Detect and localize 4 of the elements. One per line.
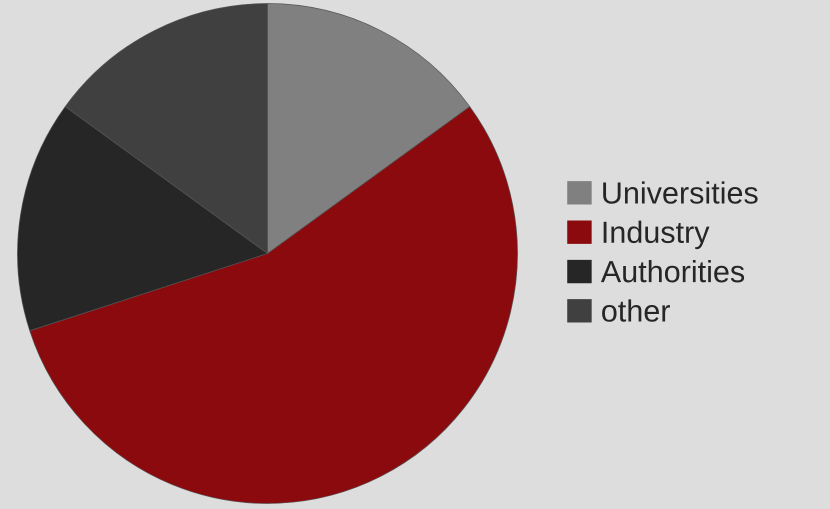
legend-label: Industry bbox=[604, 220, 710, 250]
legend-label: other bbox=[602, 299, 670, 322]
legend-label: Universities bbox=[603, 181, 758, 204]
legend-label: Authorities bbox=[600, 260, 744, 282]
